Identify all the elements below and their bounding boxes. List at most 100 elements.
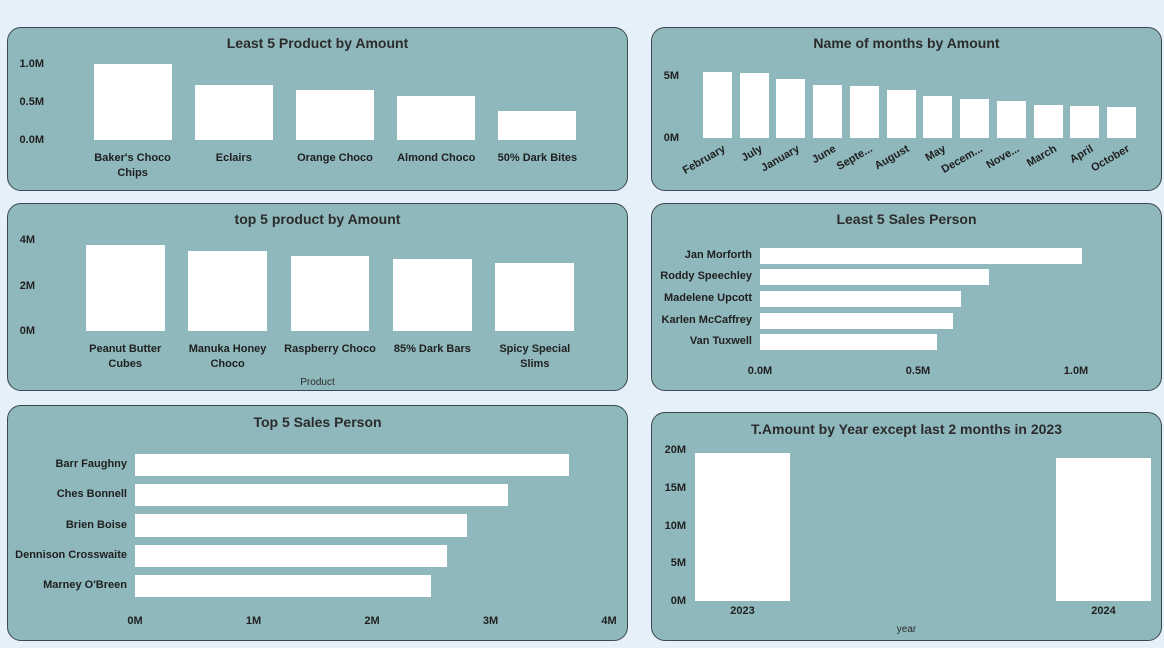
y-tick-label: Brien Boise (65, 518, 127, 531)
x-tick-label: January (758, 142, 802, 175)
bar (776, 78, 806, 138)
x-tick-label: Eclairs (215, 152, 252, 164)
chart-title: top 5 product by Amount (234, 211, 401, 227)
chart-title: Least 5 Product by Amount (226, 35, 409, 51)
y-tick-label: 0M (670, 595, 686, 607)
bar (996, 101, 1026, 138)
y-tick-label: 20M (664, 444, 686, 456)
bar (495, 262, 575, 331)
bar (135, 484, 509, 507)
x-tick-label: Decem... (939, 142, 986, 176)
y-tick-label: 0.5M (19, 96, 44, 108)
bar (1033, 105, 1063, 138)
chart-panel: Least 5 Sales Person 0.0M 0.5M 1.0M Jan Morf… (651, 203, 1162, 391)
chart-panel: top 5 product by Amount 0M 2M 4M Peanut Butt… (7, 203, 628, 391)
y-tick-label: Van Tuxwell (689, 335, 752, 348)
x-tick-label: Septe... (834, 142, 875, 173)
bar (93, 64, 172, 140)
y-tick-label: Roddy Speechley (660, 270, 752, 283)
x-tick-label: 1M (245, 615, 262, 627)
chart-title: Name of months by Amount (813, 35, 1000, 51)
bar (739, 73, 769, 138)
y-tick-label: Barr Faughny (55, 458, 127, 471)
bar (1056, 458, 1151, 601)
x-tick-label: Baker's Choco Chips (94, 152, 171, 179)
chart-panel: T.Amount by Year except last 2 months in… (651, 412, 1162, 641)
y-tick-label: 15M (664, 481, 686, 494)
bar (188, 250, 268, 331)
bar (760, 247, 1083, 264)
x-tick-label: 0M (127, 615, 143, 627)
bar (135, 574, 432, 597)
y-tick-label: Jan Morforth (684, 248, 752, 261)
x-tick-label: 4M (601, 615, 617, 627)
chart-panel: Name of months by Amount 0M 5M February July… (651, 27, 1162, 191)
y-tick-label: 2M (19, 279, 35, 292)
y-tick-label: 5M (663, 70, 679, 82)
bar (923, 95, 953, 138)
chart-title: Least 5 Sales Person (836, 211, 977, 227)
y-tick-label: 1.0M (19, 58, 44, 70)
x-tick-label: Raspberry Choco (284, 343, 376, 355)
x-tick-label: 3M (482, 615, 499, 627)
bar (849, 86, 879, 138)
bar (392, 258, 472, 331)
bar (296, 89, 374, 140)
bar (702, 72, 732, 138)
y-tick-label: 10M (664, 519, 686, 532)
x-axis-title: Product (300, 377, 335, 388)
x-tick-label: February (681, 142, 728, 177)
x-tick-label: 2024 (1091, 605, 1116, 617)
bar (85, 245, 165, 331)
x-tick-label: August (872, 142, 912, 173)
bar (760, 334, 937, 351)
y-tick-label: Karlen McCaffrey (661, 313, 752, 326)
chart-panel: Top 5 Sales Person 0M 1M 2M 3M 4M Barr Faughny… (7, 405, 628, 641)
x-tick-label: 1.0M (1063, 365, 1089, 377)
x-tick-label: Nove... (984, 142, 1022, 172)
bar (695, 453, 790, 601)
bar (960, 98, 990, 138)
bar (290, 255, 370, 331)
bar (760, 291, 961, 307)
y-tick-label: 4M (19, 234, 35, 246)
x-tick-label: 0.5M (905, 365, 931, 377)
y-tick-label: 0M (663, 132, 679, 144)
x-tick-label: 2M (364, 615, 380, 627)
bar (760, 269, 990, 286)
chart-title: Top 5 Sales Person (253, 414, 382, 430)
x-tick-label: 2023 (730, 605, 755, 617)
y-tick-label: Ches Bonnell (56, 488, 127, 501)
bar (498, 111, 577, 140)
x-tick-label: Orange Choco (297, 152, 373, 164)
y-tick-label: Madelene Upcott (663, 292, 752, 304)
bar (135, 544, 447, 567)
chart-panel: Least 5 Product by Amount 0.0M 0.5M 1.0M Bak… (7, 27, 628, 191)
x-tick-label: Manuka Honey Choco (188, 343, 267, 370)
y-tick-label: 5M (670, 557, 686, 570)
bar (135, 454, 569, 477)
x-tick-label: October (1089, 142, 1133, 175)
bar (194, 85, 273, 140)
chart-title: T.Amount by Year except last 2 months in… (751, 421, 1062, 437)
bar (760, 312, 953, 329)
x-tick-label: Spicy Special Slims (499, 343, 571, 370)
x-tick-label: 85% Dark Bars (393, 343, 471, 355)
bar (886, 90, 916, 138)
y-tick-label: Marney O'Breen (43, 578, 127, 591)
bar (1107, 107, 1137, 138)
x-tick-label: March (1024, 142, 1059, 170)
y-tick-label: Dennison Crosswaite (15, 548, 127, 561)
bar (135, 514, 467, 537)
x-tick-label: 0.0M (747, 365, 773, 377)
x-tick-label: Peanut Butter Cubes (89, 343, 162, 370)
bar (1070, 106, 1100, 138)
x-axis-title: year (896, 624, 917, 635)
bar (813, 85, 843, 138)
x-tick-label: Almond Choco (397, 152, 476, 164)
y-tick-label: 0.0M (19, 134, 44, 146)
x-tick-label: 50% Dark Bites (497, 152, 578, 164)
y-tick-label: 0M (19, 325, 35, 337)
bar (397, 95, 476, 140)
